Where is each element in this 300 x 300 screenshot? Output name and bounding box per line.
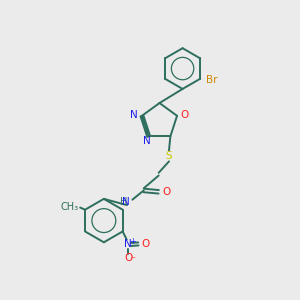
Text: O: O [181, 110, 189, 120]
Text: N: N [143, 136, 151, 146]
Text: O: O [142, 239, 150, 249]
Text: N: N [122, 197, 130, 207]
Text: S: S [166, 151, 172, 161]
Text: N: N [130, 110, 138, 120]
Text: O: O [162, 187, 170, 197]
Text: +: + [130, 237, 136, 246]
Text: O: O [124, 253, 132, 263]
Text: CH₃: CH₃ [61, 202, 79, 212]
Text: Br: Br [206, 75, 218, 85]
Text: H: H [120, 197, 127, 207]
Text: N: N [124, 239, 132, 250]
Text: ⁻: ⁻ [130, 255, 136, 265]
